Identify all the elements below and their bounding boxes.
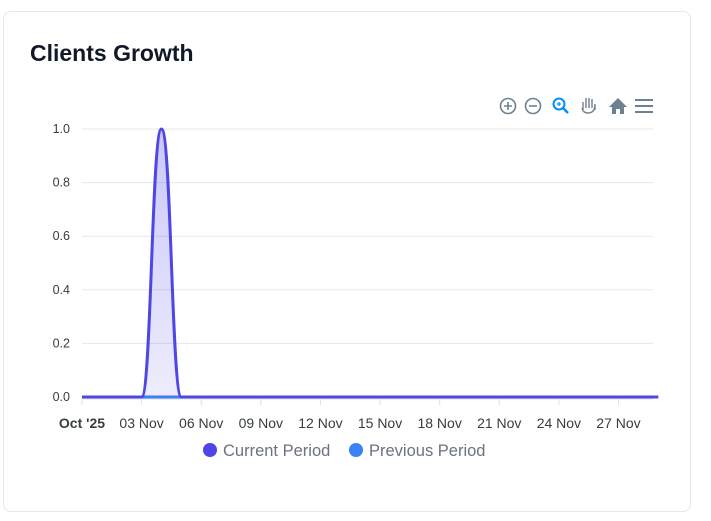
x-tick-label: 27 Nov bbox=[596, 415, 640, 431]
x-tick-label: 21 Nov bbox=[477, 415, 521, 431]
y-tick-label: 0.8 bbox=[53, 176, 70, 190]
y-tick-label: 1.0 bbox=[53, 122, 70, 136]
y-tick-label: 0.4 bbox=[53, 283, 70, 297]
x-tick-label: 03 Nov bbox=[119, 415, 163, 431]
legend-marker[interactable] bbox=[349, 443, 363, 457]
legend-item-previous-period[interactable]: Previous Period bbox=[369, 442, 485, 460]
card-title: Clients Growth bbox=[30, 40, 194, 66]
menu-icon[interactable] bbox=[635, 99, 653, 113]
x-tick-label: 24 Nov bbox=[537, 415, 581, 431]
zoom-out-icon[interactable] bbox=[524, 97, 542, 115]
x-tick-label: 12 Nov bbox=[298, 415, 342, 431]
legend-marker[interactable] bbox=[203, 443, 217, 457]
y-tick-label: 0.0 bbox=[53, 390, 70, 404]
y-tick-label: 0.6 bbox=[53, 229, 70, 243]
x-tick-label: 06 Nov bbox=[179, 415, 223, 431]
x-tick-label: Oct '25 bbox=[59, 415, 105, 431]
x-tick-label: 09 Nov bbox=[239, 415, 283, 431]
x-tick-label: 15 Nov bbox=[358, 415, 402, 431]
home-reset-icon[interactable] bbox=[609, 98, 627, 114]
pan-hand-icon[interactable] bbox=[581, 98, 596, 114]
selection-zoom-icon[interactable] bbox=[552, 97, 569, 114]
zoom-in-icon[interactable] bbox=[499, 97, 517, 115]
x-tick-label: 18 Nov bbox=[417, 415, 461, 431]
clients-growth-card: Clients Growth bbox=[3, 11, 691, 512]
series-line-current-period bbox=[82, 127, 659, 399]
y-tick-label: 0.2 bbox=[53, 336, 70, 350]
legend-item-current-period[interactable]: Current Period bbox=[223, 442, 330, 460]
